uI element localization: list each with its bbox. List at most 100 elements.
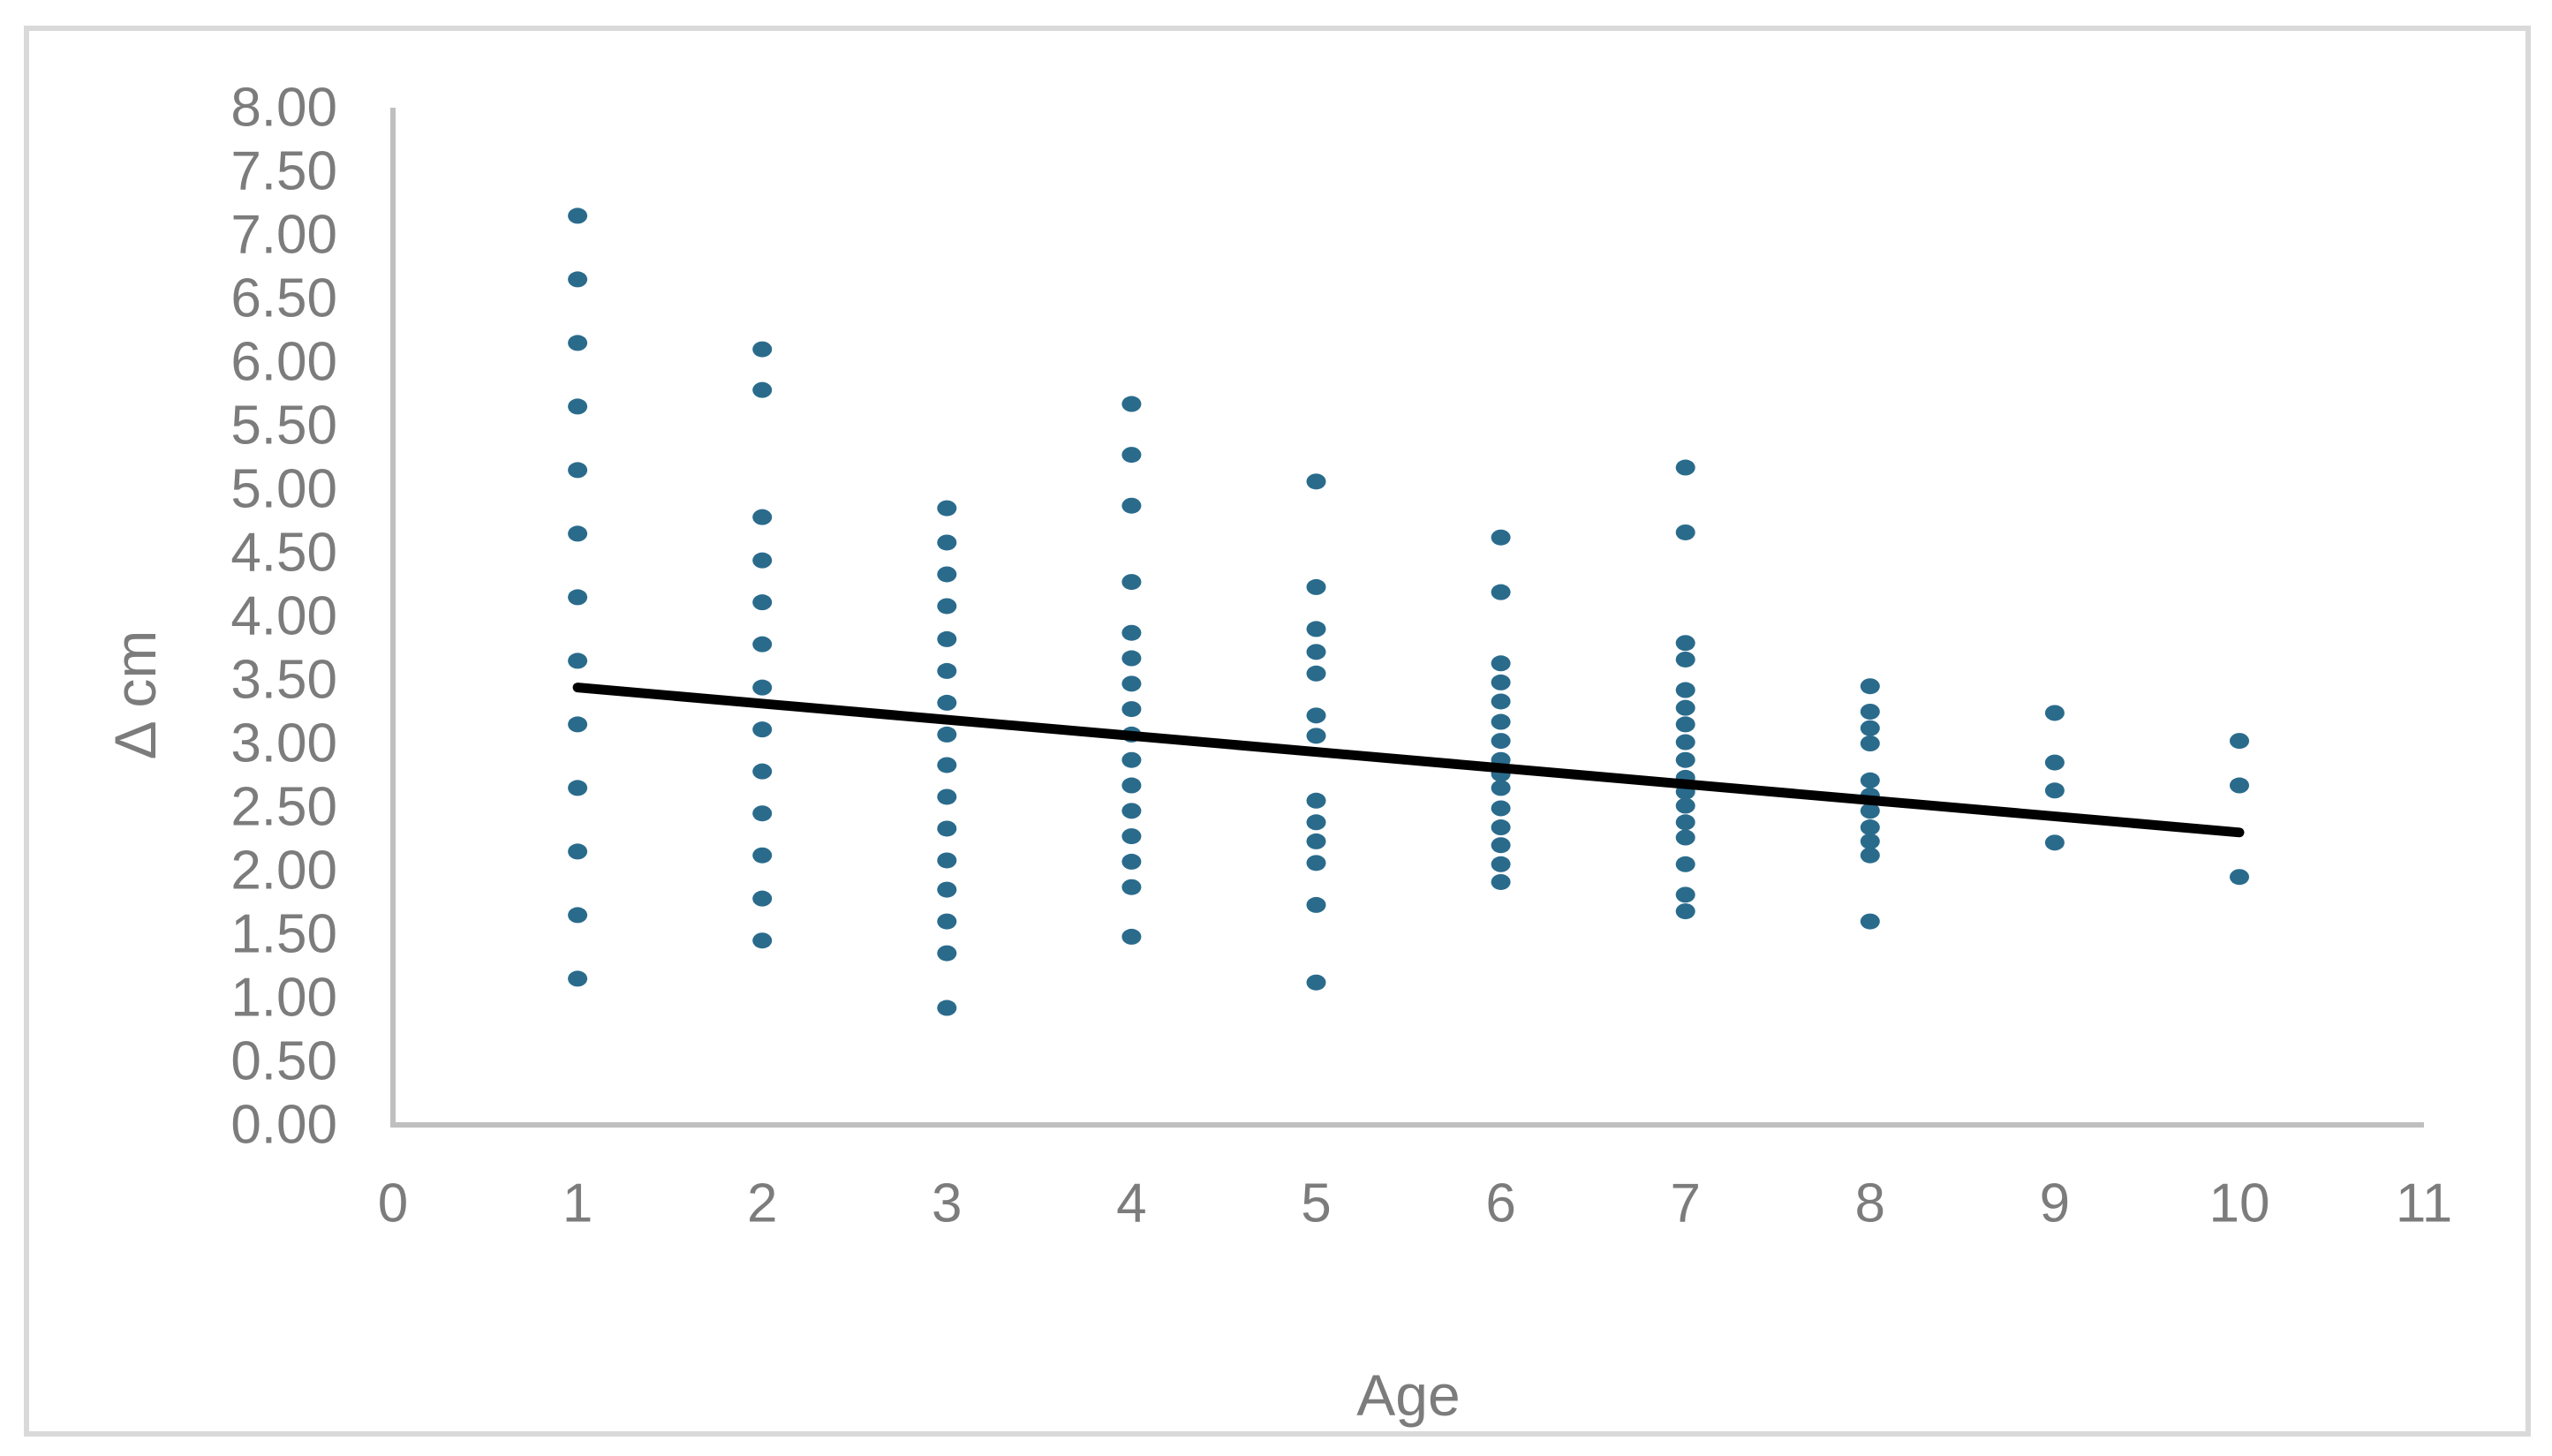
y-tick-label: 6.50 (230, 268, 337, 329)
data-point (1306, 665, 1326, 682)
data-point (568, 525, 588, 542)
data-point (1121, 396, 1142, 412)
data-point (1675, 886, 1695, 903)
data-point (1675, 682, 1695, 698)
data-point (1675, 856, 1695, 872)
data-point (1491, 837, 1511, 854)
data-point (937, 945, 957, 962)
data-point (752, 721, 773, 738)
data-point (2044, 782, 2065, 799)
data-point (2044, 754, 2065, 771)
data-point (568, 589, 588, 606)
y-tick-label: 5.00 (230, 459, 337, 520)
trend-line (572, 683, 2245, 838)
y-tick-label: 5.50 (230, 396, 337, 456)
data-point (1121, 777, 1142, 794)
data-point (752, 341, 773, 358)
x-tick-label: 1 (562, 1173, 593, 1234)
data-point (568, 653, 588, 669)
y-tick-label: 0.00 (230, 1095, 337, 1156)
data-point (568, 970, 588, 987)
data-point (752, 594, 773, 611)
data-point (1306, 814, 1326, 831)
x-tick-label: 6 (1485, 1173, 1515, 1234)
data-point (1121, 701, 1142, 718)
data-point (1306, 578, 1326, 595)
data-point (1675, 814, 1695, 831)
x-tick-label: 11 (2396, 1173, 2452, 1234)
data-point (937, 500, 957, 517)
data-point (752, 381, 773, 398)
data-point (2044, 705, 2065, 721)
x-tick-label: 3 (932, 1173, 962, 1234)
data-point (1675, 797, 1695, 814)
data-point (752, 847, 773, 864)
data-point (937, 881, 957, 898)
data-point (568, 398, 588, 415)
data-point (1306, 896, 1326, 913)
data-point (1121, 853, 1142, 870)
data-point (1306, 473, 1326, 490)
data-point (1491, 800, 1511, 817)
data-point (1675, 524, 1695, 540)
data-point (1121, 497, 1142, 514)
y-tick-label: 1.00 (230, 968, 337, 1029)
data-point (937, 1000, 957, 1016)
data-point (1860, 913, 1880, 930)
data-point (1675, 751, 1695, 768)
x-tick-label: 8 (1855, 1173, 1885, 1234)
data-point (1860, 720, 1880, 736)
data-point (752, 636, 773, 653)
data-point (937, 820, 957, 837)
data-point (568, 780, 588, 796)
data-point (568, 716, 588, 733)
y-tick-label: 3.00 (230, 713, 337, 774)
data-point (1121, 751, 1142, 768)
y-tick-label: 1.50 (230, 904, 337, 965)
data-point (1491, 655, 1511, 672)
x-tick-label: 4 (1116, 1173, 1146, 1234)
data-point (1306, 621, 1326, 637)
y-tick-label: 4.00 (230, 586, 337, 647)
data-point (937, 757, 957, 773)
data-point (1306, 792, 1326, 809)
x-tick-label: 10 (2209, 1173, 2270, 1234)
data-point (568, 462, 588, 479)
data-point (1860, 678, 1880, 695)
data-point (937, 694, 957, 711)
data-point (752, 552, 773, 569)
data-point (1860, 704, 1880, 720)
data-point (937, 534, 957, 551)
data-point (752, 932, 773, 949)
data-point (1121, 574, 1142, 591)
y-tick-label: 4.50 (230, 523, 337, 584)
data-point (1860, 736, 1880, 751)
x-axis-title: Age (1356, 1362, 1460, 1428)
data-point (568, 271, 588, 288)
y-tick-label: 8.00 (230, 78, 337, 139)
data-point (1860, 833, 1880, 849)
data-point (937, 726, 957, 743)
data-point (937, 598, 957, 615)
data-point (2044, 834, 2065, 851)
y-axis-title: Δ cm (102, 630, 168, 760)
data-point (937, 913, 957, 930)
data-point (1675, 829, 1695, 846)
data-point (1491, 693, 1511, 710)
y-tick-label: 3.50 (230, 650, 337, 711)
data-point (1675, 734, 1695, 751)
data-point (1491, 780, 1511, 796)
data-point (1121, 650, 1142, 667)
y-tick-label: 2.00 (230, 841, 337, 902)
data-point (752, 763, 773, 780)
y-tick-label: 0.50 (230, 1031, 337, 1092)
x-tick-label: 7 (1670, 1173, 1700, 1234)
data-point (752, 509, 773, 525)
data-point (1491, 856, 1511, 872)
data-point (2230, 869, 2249, 886)
data-point (1491, 584, 1511, 600)
data-point (1306, 644, 1326, 660)
data-point (752, 890, 773, 907)
data-point (1491, 873, 1511, 890)
